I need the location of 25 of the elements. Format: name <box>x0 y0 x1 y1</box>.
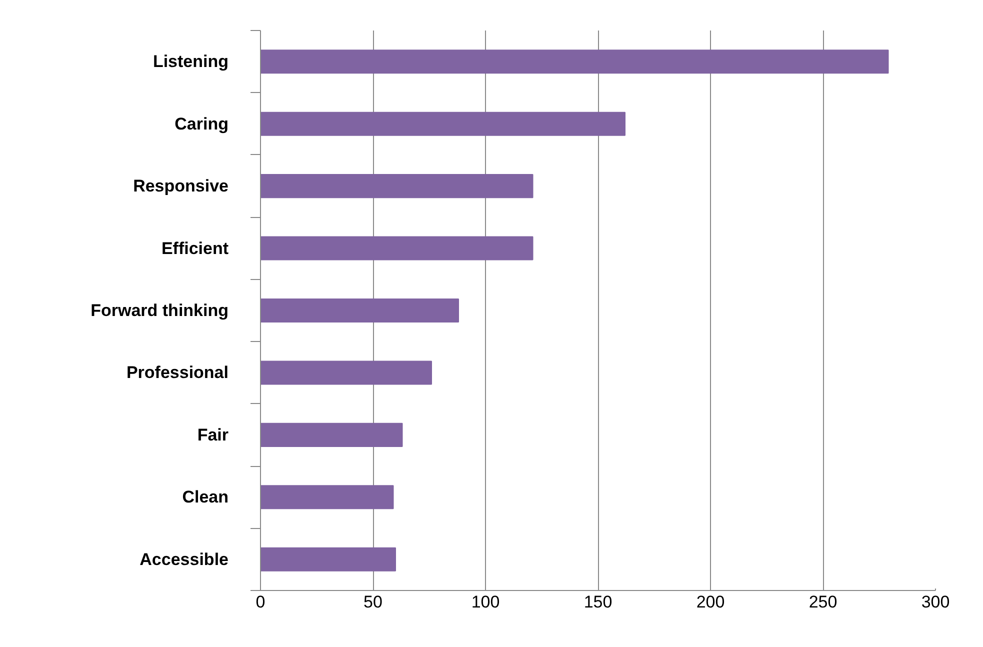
bar <box>260 236 534 260</box>
y-tick-label: Responsive <box>133 176 229 196</box>
bar <box>260 547 396 572</box>
bar <box>260 485 394 510</box>
x-tick-label: 150 <box>584 592 612 612</box>
y-tick-label: Efficient <box>161 238 229 258</box>
bar <box>260 422 403 447</box>
x-tick-label: 300 <box>921 592 950 612</box>
bar <box>260 112 626 136</box>
x-tick-label: 50 <box>364 592 382 612</box>
y-tick-label: Professional <box>126 363 229 382</box>
y-tick-label: Caring <box>174 114 229 134</box>
y-tick-label: Forward thinking <box>90 301 229 320</box>
y-tick-label: Listening <box>152 52 229 72</box>
x-tick-label: 200 <box>696 592 725 612</box>
x-tick-label: 250 <box>808 592 838 612</box>
y-tick-label: Accessible <box>140 550 229 569</box>
y-tick-label: Fair <box>197 425 229 444</box>
bar <box>260 360 432 385</box>
bar <box>260 298 459 323</box>
y-tick-label: Clean <box>182 488 229 507</box>
bar <box>260 50 889 74</box>
x-tick-label: 100 <box>471 592 500 612</box>
x-tick-label: 0 <box>256 592 266 612</box>
bar <box>260 174 534 198</box>
